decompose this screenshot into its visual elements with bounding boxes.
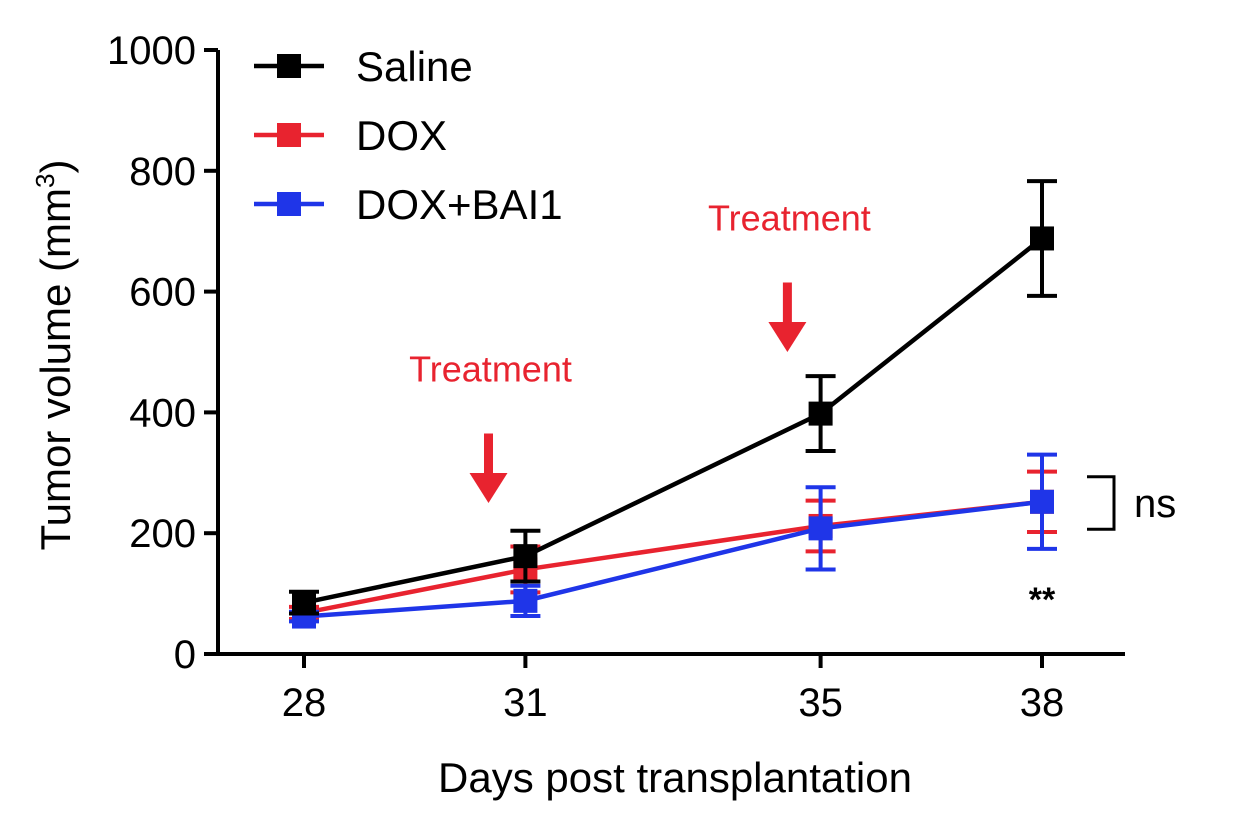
ns-bracket [1087, 475, 1116, 531]
x-tick-label: 38 [1020, 681, 1065, 725]
y-axis-title-superscript: 3 [30, 174, 60, 188]
legend-label: DOX+BAI1 [356, 181, 563, 228]
legend-marker [277, 54, 301, 78]
series-line [303, 499, 1043, 619]
treatment-arrow-head [768, 322, 807, 352]
data-point [808, 516, 833, 541]
series-dox [289, 469, 1057, 625]
y-axis-title-close: ) [32, 160, 79, 174]
legend-label: DOX [356, 112, 447, 159]
x-tick-label: 35 [798, 681, 843, 725]
legend-item: DOX [254, 112, 447, 159]
data-point [1030, 489, 1054, 514]
x-tick-label: 28 [282, 681, 327, 725]
y-tick-label: 1000 [107, 29, 196, 73]
data-point [1030, 226, 1054, 251]
y-axis-title: Tumor volume (mm3) [30, 160, 79, 551]
y-axis-ticks: 0 200 400 600 800 1000 [107, 29, 218, 677]
treatment-annotations: Treatment Treatment [409, 198, 871, 503]
data-point [513, 544, 538, 569]
legend: Saline DOX DOX+BAI1 [254, 43, 563, 228]
y-tick-label: 600 [129, 271, 196, 315]
series-saline [289, 179, 1057, 616]
y-tick-label: 0 [174, 633, 196, 677]
y-tick-label: 400 [129, 391, 196, 435]
treatment-annotation: Treatment [708, 198, 871, 352]
data-point [808, 401, 833, 426]
series-line [303, 236, 1044, 605]
legend-item: Saline [254, 43, 473, 90]
x-axis-title: Days post transplantation [438, 754, 912, 801]
legend-item: DOX+BAI1 [254, 181, 563, 228]
treatment-label: Treatment [409, 349, 572, 390]
treatment-arrow-head [469, 473, 508, 503]
series-line [303, 499, 1043, 616]
legend-label: Saline [356, 43, 473, 90]
significance-label: ** [1029, 581, 1056, 619]
treatment-label: Treatment [708, 198, 871, 239]
legend-marker [277, 192, 301, 216]
x-axis-ticks: 28 31 35 38 [282, 654, 1065, 725]
legend-marker [277, 123, 301, 147]
y-tick-label: 200 [129, 512, 196, 556]
data-point [513, 588, 538, 613]
x-tick-label: 31 [503, 681, 548, 725]
y-axis-title-main: Tumor volume (mm [32, 188, 79, 550]
series-layer [289, 179, 1057, 629]
y-tick-label: 800 [129, 150, 196, 194]
data-point [292, 590, 316, 615]
ns-bracket-group: ns [1087, 475, 1176, 531]
treatment-annotation: Treatment [409, 349, 572, 503]
ns-label: ns [1134, 482, 1176, 526]
series-dox-bai1 [289, 452, 1057, 629]
